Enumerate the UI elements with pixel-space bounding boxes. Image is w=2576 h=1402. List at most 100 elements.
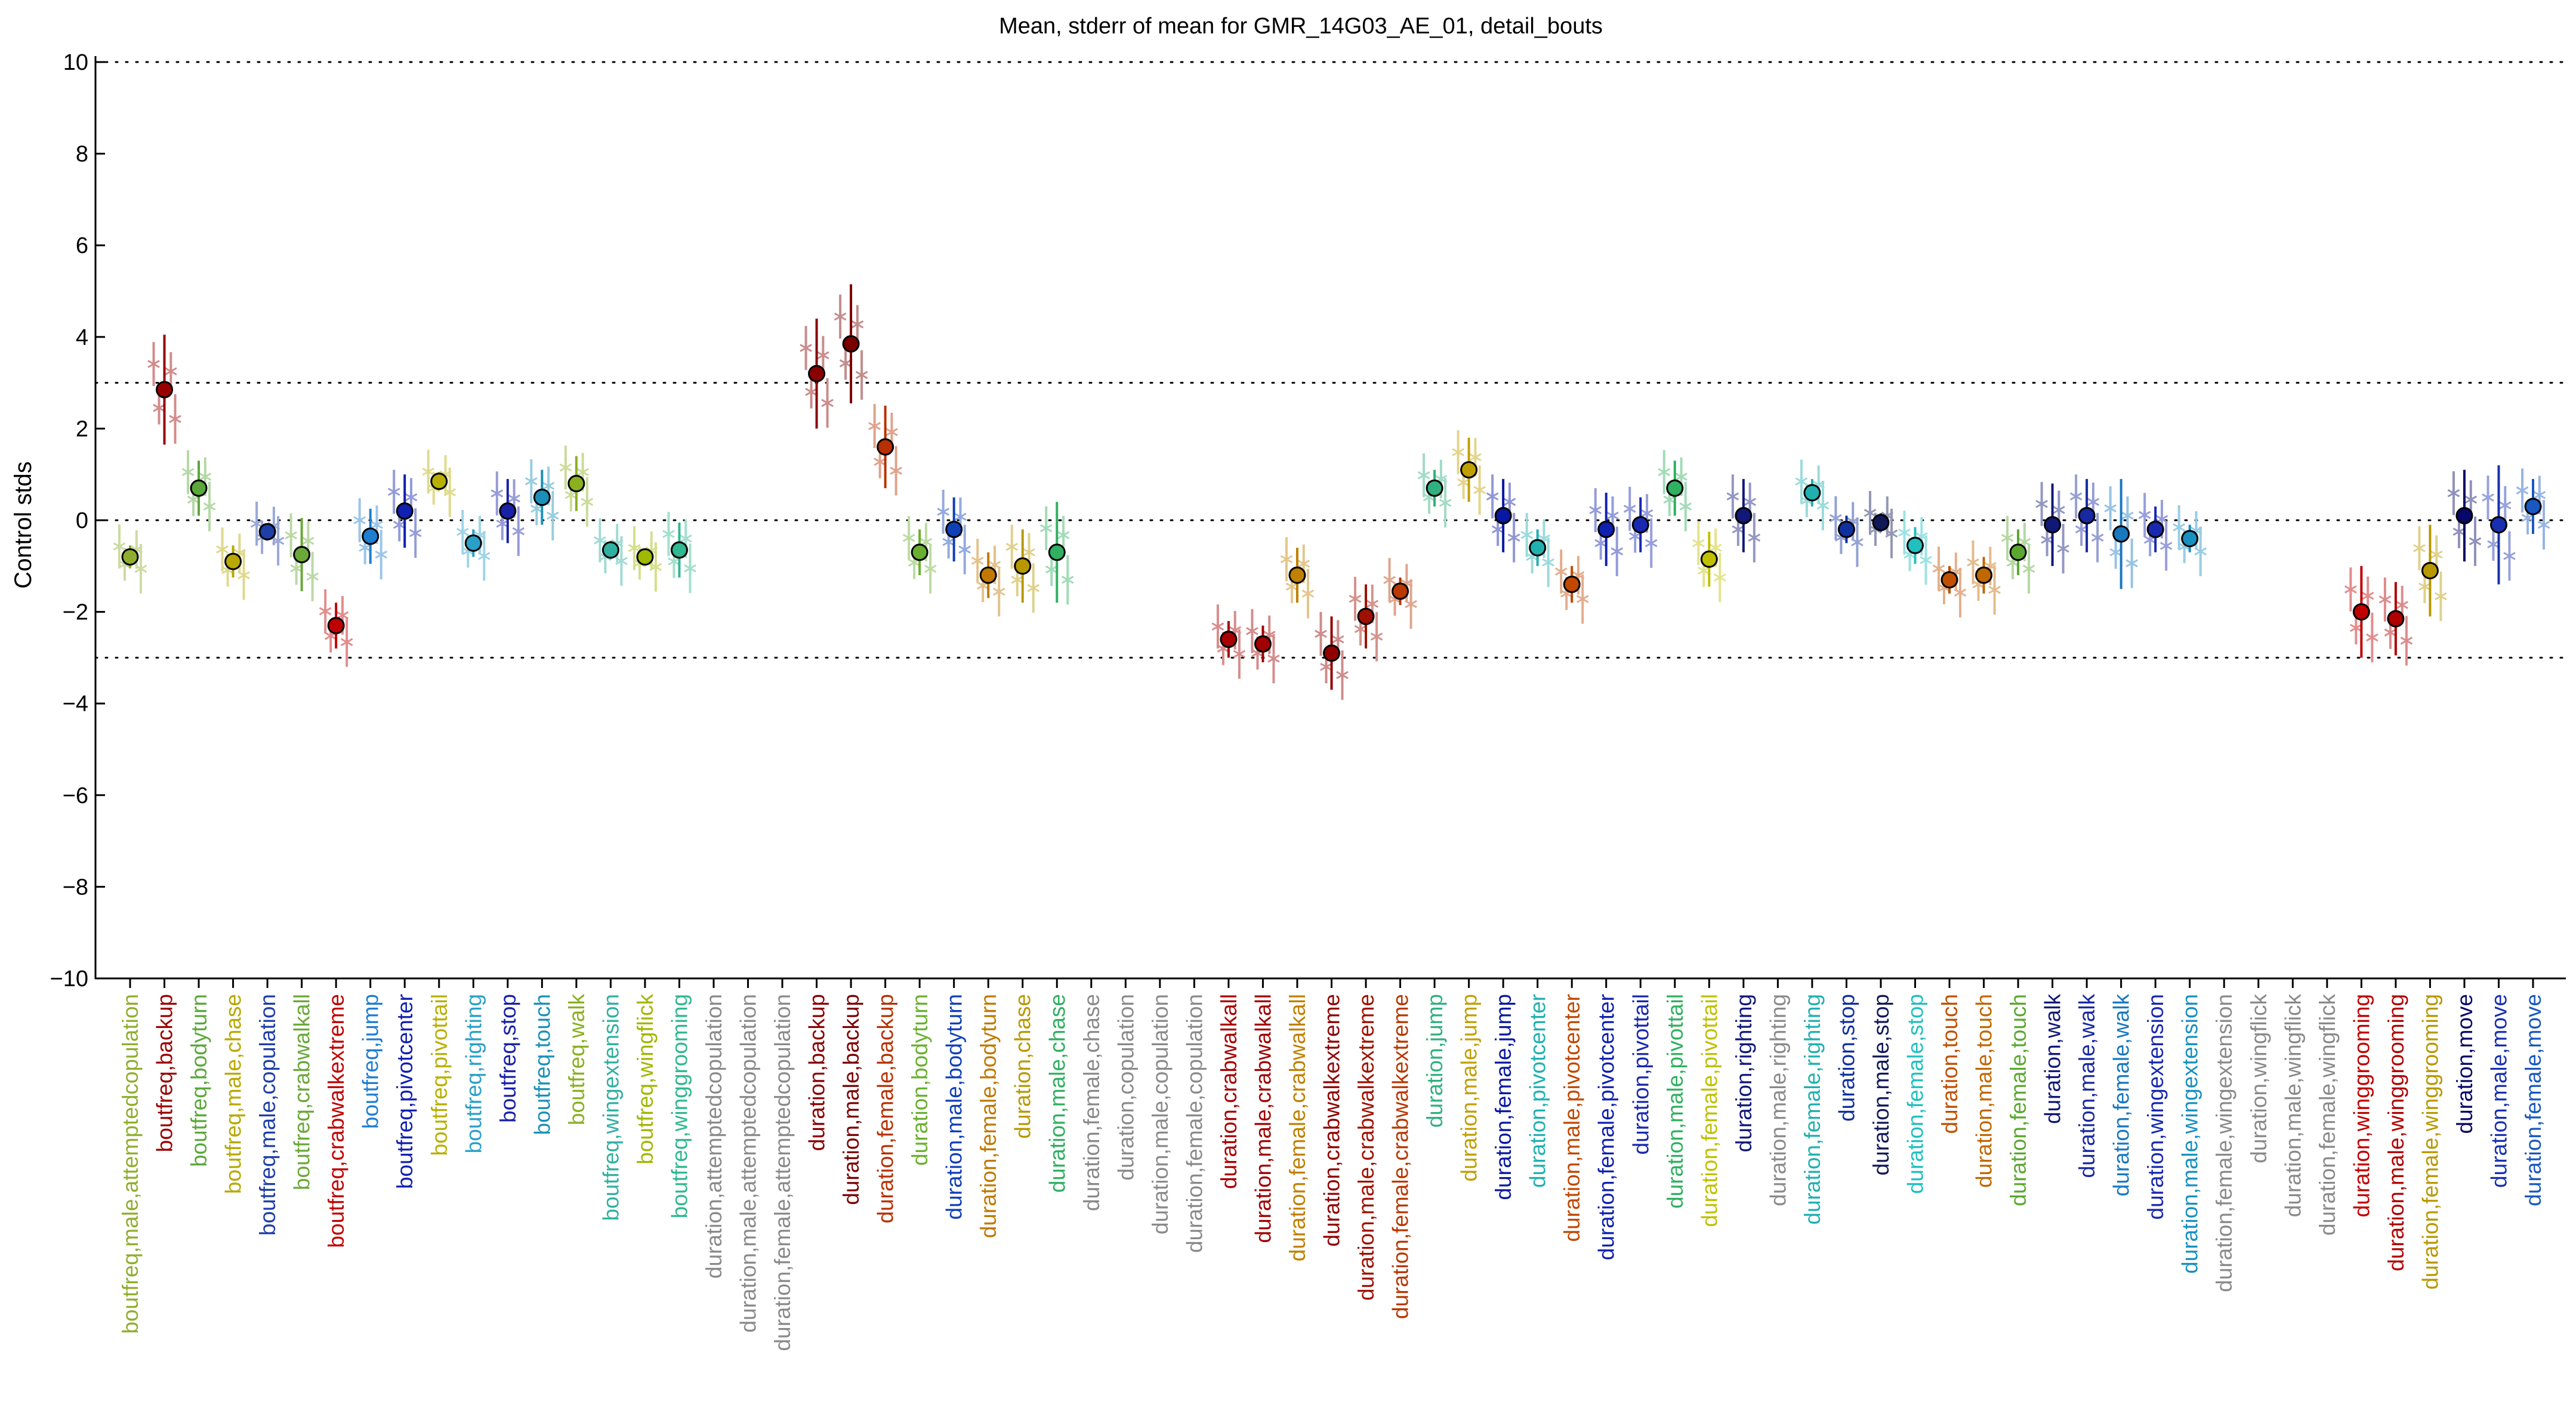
asterisk-stroke <box>800 344 812 353</box>
x-tick-label: duration,stop <box>1834 994 1859 1122</box>
asterisk-stroke <box>1045 565 1058 574</box>
asterisk-stroke <box>2400 637 2413 645</box>
asterisk-stroke <box>169 415 181 424</box>
asterisk-stroke <box>2537 520 2550 529</box>
asterisk-stroke <box>805 388 817 396</box>
mean-marker <box>2489 516 2507 534</box>
x-tick-label: duration,female,attemptedcopulation <box>770 994 795 1351</box>
category-point-group <box>1658 450 1692 532</box>
category-point-group <box>353 498 388 580</box>
asterisk-stroke <box>1336 671 1349 680</box>
asterisk-stroke <box>2109 548 2122 557</box>
category-point-group <box>1932 546 1967 617</box>
asterisk-stroke <box>1491 525 1504 534</box>
category-point-group <box>628 526 662 592</box>
asterisk-stroke <box>1383 576 1396 585</box>
asterisk-stroke <box>216 545 229 554</box>
category-point-group <box>1589 488 1624 576</box>
chart-title: Mean, stderr of mean for GMR_14G03_AE_01… <box>999 14 1603 39</box>
asterisk-stroke <box>1744 498 1756 507</box>
mean-marker <box>945 520 963 538</box>
category-point-group <box>1795 459 1830 530</box>
mean-marker <box>1494 507 1512 524</box>
category-point-group <box>319 589 353 667</box>
x-tick-label: duration,male,pivottail <box>1663 994 1687 1209</box>
mean-marker <box>2524 498 2542 515</box>
x-tick-label: duration,male,righting <box>1766 994 1790 1206</box>
category-point-group <box>971 539 1005 617</box>
asterisk-stroke <box>1297 560 1310 568</box>
x-tick-label: duration,female,backup <box>874 994 898 1224</box>
mean-marker <box>258 523 276 541</box>
category-point-group <box>2378 578 2413 666</box>
asterisk-stroke <box>525 477 538 486</box>
mean-marker <box>1597 520 1615 538</box>
asterisk-stroke <box>954 512 967 521</box>
asterisk-stroke <box>684 564 696 573</box>
category-point-group <box>2173 505 2207 576</box>
asterisk-stroke <box>1795 477 1808 486</box>
x-tick-label: duration,female,stop <box>1903 994 1927 1194</box>
mean-marker <box>1048 543 1066 561</box>
asterisk-stroke <box>2487 540 2500 549</box>
asterisk-stroke <box>290 564 303 573</box>
asterisk-stroke <box>1726 492 1739 501</box>
asterisk-stroke <box>1520 530 1533 539</box>
mean-marker <box>567 475 585 493</box>
asterisk-stroke <box>2022 564 2035 573</box>
asterisk-stroke <box>1713 573 1726 582</box>
asterisk-stroke <box>924 564 937 573</box>
asterisk-stroke <box>1594 539 1608 548</box>
asterisk-stroke <box>2173 523 2186 532</box>
asterisk-stroke <box>387 487 400 496</box>
x-tick-label: duration,female,walk <box>2109 994 2134 1197</box>
asterisk-stroke <box>2430 550 2443 559</box>
mean-marker <box>1014 557 1032 575</box>
asterisk-stroke <box>2498 501 2512 509</box>
x-tick-label: duration,wingextension <box>2143 994 2168 1219</box>
asterisk-stroke <box>1233 650 1246 659</box>
asterisk-stroke <box>2413 544 2426 552</box>
x-tick-label: boutfreq,crabwalkall <box>290 994 314 1190</box>
asterisk-stroke <box>306 572 319 581</box>
y-tick-label: 4 <box>76 325 88 350</box>
asterisk-stroke <box>508 494 520 503</box>
mean-marker <box>1700 550 1718 568</box>
x-tick-label: duration,female,jump <box>1491 994 1516 1200</box>
asterisk-stroke <box>422 467 435 476</box>
category-point-group <box>1211 604 1246 679</box>
category-point-group <box>937 489 971 575</box>
x-tick-label: duration,male,crabwalkall <box>1251 994 1275 1243</box>
mean-marker <box>2078 507 2096 524</box>
asterisk-stroke <box>359 543 372 552</box>
category-point-group <box>216 527 250 600</box>
asterisk-stroke <box>1405 600 1417 609</box>
x-tick-label: duration,winggrooming <box>2349 994 2374 1217</box>
asterisk-stroke <box>2361 591 2374 600</box>
category-point-group <box>1452 430 1486 515</box>
asterisk-stroke <box>1645 539 1658 548</box>
asterisk-stroke <box>1732 525 1745 534</box>
asterisk-stroke <box>2138 511 2151 519</box>
x-tick-label: duration,jump <box>1423 994 1447 1128</box>
category-point-group <box>1417 453 1452 528</box>
mean-marker <box>2421 561 2439 579</box>
y-tick-label: 8 <box>76 142 88 167</box>
mean-marker <box>1872 514 1890 532</box>
asterisk-stroke <box>2469 537 2482 546</box>
x-tick-label: duration,female,touch <box>2006 994 2031 1206</box>
asterisk-stroke <box>958 545 971 554</box>
category-point-group <box>1520 512 1554 588</box>
asterisk-stroke <box>2035 499 2048 508</box>
category-point-group <box>2069 474 2104 563</box>
asterisk-stroke <box>2087 498 2100 507</box>
mean-marker <box>808 365 826 382</box>
mean-marker <box>1392 582 1409 600</box>
category-point-group <box>2447 470 2482 566</box>
asterisk-stroke <box>1457 478 1470 487</box>
asterisk-stroke <box>886 428 898 436</box>
category-point-group <box>902 515 937 594</box>
x-tick-label: duration,male,bodyturn <box>942 994 967 1219</box>
asterisk-stroke <box>134 564 147 573</box>
asterisk-stroke <box>1452 448 1464 456</box>
